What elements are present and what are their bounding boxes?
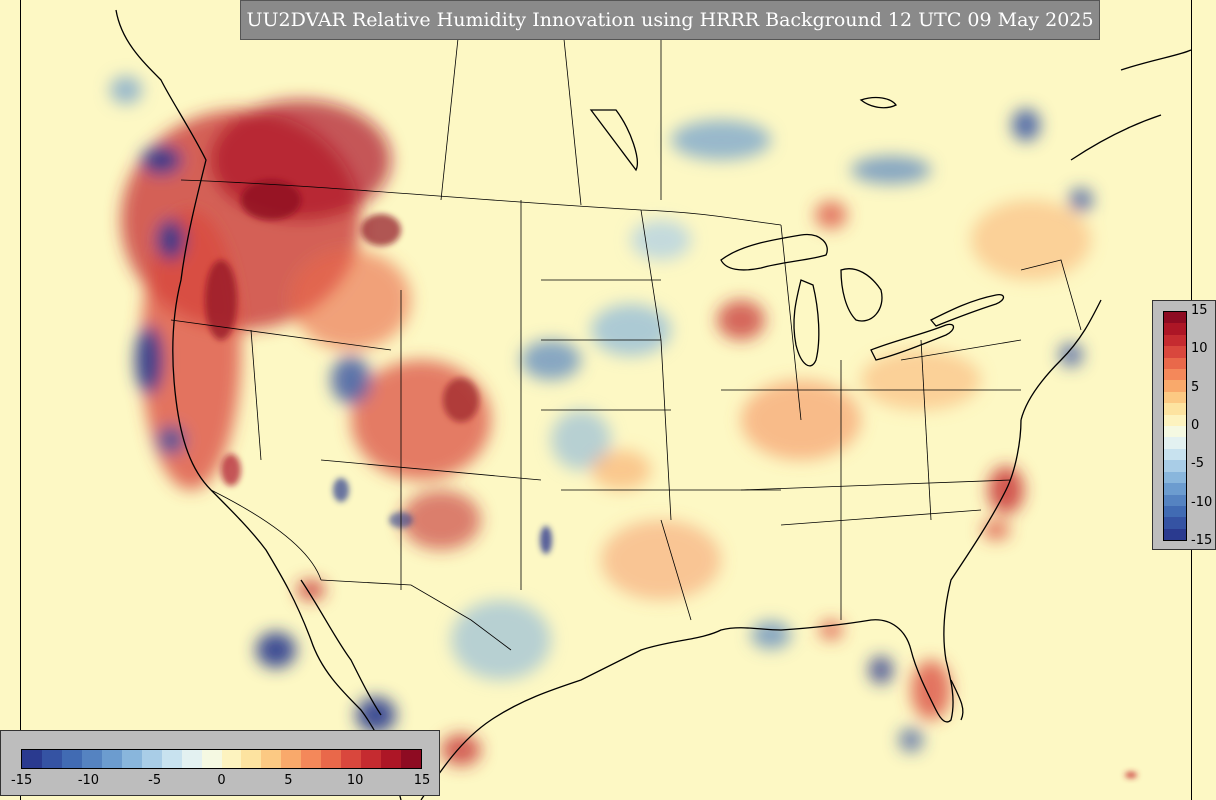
colorbar-cell [22, 750, 42, 768]
colorbar-cell [221, 750, 242, 768]
humidity-innovation-map [21, 0, 1191, 800]
colorbar-cell [101, 750, 122, 768]
colorbar-cell [1164, 483, 1186, 495]
colorbar-cell [141, 750, 162, 768]
colorbar-cell [1164, 460, 1186, 472]
colorbar-cell [1164, 357, 1186, 370]
colorbar-tick-label: 15 [1191, 303, 1208, 318]
colorbar-vertical: 15 10 5 0 -5 -10 -15 [1152, 300, 1216, 550]
great-lakes [589, 49, 1191, 367]
political-borders [170, 9, 1082, 651]
colorbar-cell [41, 750, 62, 768]
colorbar-tick-label: 0 [1191, 418, 1200, 433]
colorbar-cell [1164, 471, 1186, 484]
colorbar-vertical-strip [1163, 311, 1187, 541]
colorbar-cell [261, 750, 282, 768]
colorbar-cell [121, 750, 142, 768]
colorbar-tick-label: 10 [346, 773, 364, 788]
coastlines [115, 9, 1102, 800]
innovation-field-smooth [110, 76, 1093, 766]
colorbar-cell [341, 750, 362, 768]
colorbar-cell [1164, 494, 1186, 506]
colorbar-horizontal: -15 -10 -5 0 5 10 15 [0, 730, 440, 796]
colorbar-cell [1164, 448, 1186, 461]
colorbar-cell [201, 750, 222, 768]
colorbar-cell [81, 750, 102, 768]
colorbar-cell [381, 750, 402, 768]
colorbar-tick-label: 0 [217, 773, 226, 788]
colorbar-cell [1164, 369, 1186, 381]
colorbar-cell [241, 750, 262, 768]
colorbar-tick-label: 5 [284, 773, 293, 788]
colorbar-cell [1164, 414, 1186, 427]
colorbar-cell [1164, 312, 1186, 324]
map-area [20, 0, 1192, 800]
colorbar-tick-label: 5 [1191, 379, 1200, 395]
colorbar-tick-label: -15 [1191, 533, 1213, 548]
colorbar-cell [1164, 323, 1186, 335]
colorbar-cell [281, 750, 302, 768]
colorbar-cell [321, 750, 342, 768]
colorbar-horizontal-strip [21, 749, 422, 769]
map-title: UU2DVAR Relative Humidity Innovation usi… [240, 0, 1100, 40]
colorbar-cell [1164, 391, 1186, 404]
colorbar-tick-label: -5 [1191, 456, 1204, 472]
colorbar-cell [1164, 380, 1186, 392]
colorbar-cell [161, 750, 182, 768]
colorbar-cell [1164, 346, 1186, 358]
colorbar-cell [1164, 528, 1186, 541]
colorbar-tick-label: -15 [11, 773, 33, 788]
colorbar-tick-label: -5 [148, 773, 162, 788]
colorbar-cell [1164, 517, 1186, 529]
colorbar-tick-label: 10 [1191, 341, 1208, 357]
colorbar-cell [401, 750, 422, 768]
colorbar-cell [1164, 437, 1186, 449]
colorbar-cell [61, 750, 82, 768]
colorbar-cell [1164, 403, 1186, 415]
colorbar-cell [361, 750, 382, 768]
colorbar-cell [1164, 505, 1186, 518]
colorbar-tick-label: -10 [1191, 494, 1213, 510]
colorbar-tick-label: -10 [77, 773, 100, 788]
colorbar-cell [1164, 426, 1186, 438]
colorbar-cell [1164, 334, 1186, 347]
innovation-field-detail [205, 180, 1137, 778]
colorbar-cell [301, 750, 322, 768]
colorbar-tick-label: 15 [413, 773, 431, 788]
colorbar-cell [181, 750, 202, 768]
